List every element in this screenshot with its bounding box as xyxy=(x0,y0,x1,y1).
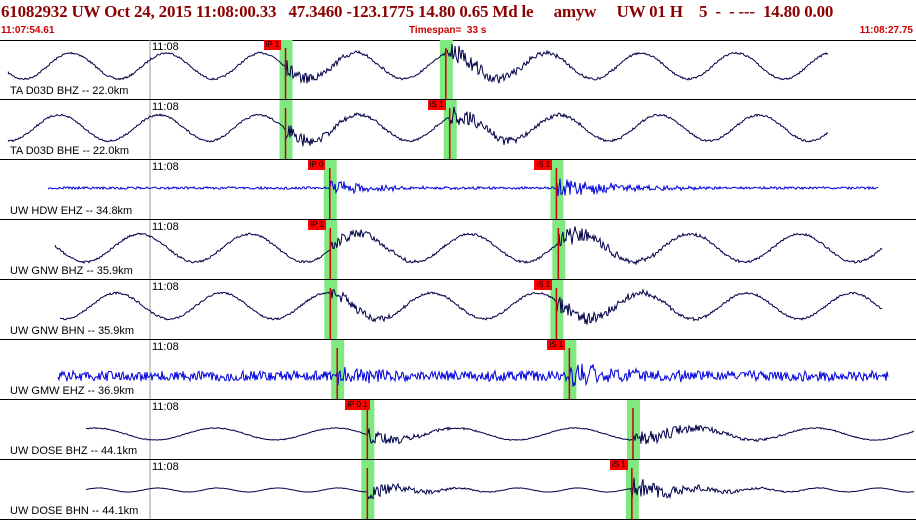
channel-label: UW GNW BHN -- 35.9km xyxy=(10,325,135,337)
seismogram-trace xyxy=(85,424,915,445)
channel-label: TA D03D BHZ -- 22.0km xyxy=(10,85,129,97)
trace-panel[interactable]: 11:08 UW GMW EHZ -- 36.9km iS 1 xyxy=(0,340,916,400)
trace-panel[interactable]: 11:08 UW GNW BHN -- 35.9km iS 1 xyxy=(0,280,916,340)
trace-panel[interactable]: 11:08 TA D03D BHE -- 22.0km iS 1 xyxy=(0,100,916,160)
seismogram-trace xyxy=(7,106,829,147)
minute-tick-label: 11:08 xyxy=(152,101,179,113)
channel-label: UW DOSE BHN -- 44.1km xyxy=(10,505,139,517)
phase-pick-flag[interactable]: iP 0 1 xyxy=(345,400,370,410)
waveform-plot xyxy=(47,160,879,219)
waveform-plot xyxy=(59,280,883,339)
phase-pick-flag[interactable]: iP 0 xyxy=(307,160,326,170)
end-time: 11:08:27.75 xyxy=(859,25,913,36)
channel-label: UW GNW BHZ -- 35.9km xyxy=(10,265,133,277)
trace-panel[interactable]: 11:08 UW DOSE BHZ -- 44.1km iP 0 1 xyxy=(0,400,916,460)
seismogram-trace xyxy=(85,477,915,501)
waveform-plot xyxy=(7,100,829,159)
channel-label: UW DOSE BHZ -- 44.1km xyxy=(10,445,138,457)
phase-pick-flag[interactable]: iS 1 xyxy=(534,280,553,290)
timespan: Timespan= 33 s xyxy=(409,25,487,36)
waveform-plot xyxy=(57,340,889,399)
phase-pick-flag[interactable]: iS 1 xyxy=(609,460,628,470)
event-header: 61082932 UW Oct 24, 2015 11:08:00.33 47.… xyxy=(0,0,916,41)
minute-tick-label: 11:08 xyxy=(152,281,179,293)
phase-pick-flag[interactable]: iP 1 xyxy=(263,40,282,50)
event-summary: 61082932 UW Oct 24, 2015 11:08:00.33 47.… xyxy=(1,2,834,21)
minute-tick-label: 11:08 xyxy=(152,221,179,233)
start-time: 11:07:54.61 xyxy=(1,25,55,36)
waveform-plot xyxy=(85,460,915,519)
trace-panel[interactable]: 11:08 UW HDW EHZ -- 34.8km iP 0 iS 1 xyxy=(0,160,916,220)
trace-panel[interactable]: 11:08 UW DOSE BHN -- 44.1km iS 1 xyxy=(0,460,916,520)
minute-tick-label: 11:08 xyxy=(152,401,179,413)
channel-label: TA D03D BHE -- 22.0km xyxy=(10,145,129,157)
seismogram-trace xyxy=(59,288,883,325)
phase-pick-flag[interactable]: iS 1 xyxy=(427,100,446,110)
phase-pick-flag[interactable]: iP 1 xyxy=(308,220,326,230)
waveform-plot xyxy=(54,220,883,279)
phase-pick-flag[interactable]: iS 1 xyxy=(534,160,553,170)
seismogram-trace xyxy=(7,44,829,84)
trace-panel[interactable]: 11:08 UW GNW BHZ -- 35.9km iP 1 xyxy=(0,220,916,280)
phase-pick-flag[interactable]: iS 1 xyxy=(547,340,566,350)
channel-label: UW HDW EHZ -- 34.8km xyxy=(10,205,133,217)
trace-panel[interactable]: 11:08 TA D03D BHZ -- 22.0km iP 1 xyxy=(0,40,916,100)
minute-tick-label: 11:08 xyxy=(152,161,179,173)
seismogram-trace xyxy=(57,363,889,387)
minute-tick-label: 11:08 xyxy=(152,461,179,473)
channel-label: UW GMW EHZ -- 36.9km xyxy=(10,385,135,397)
seismogram-trace xyxy=(54,226,883,266)
minute-tick-label: 11:08 xyxy=(152,341,179,353)
minute-tick-label: 11:08 xyxy=(152,41,179,53)
seismogram-trace xyxy=(47,178,879,197)
trace-panels: 11:08 TA D03D BHZ -- 22.0km iP 1 11:08 TA D0… xyxy=(0,40,916,520)
waveform-plot xyxy=(85,400,915,459)
waveform-plot xyxy=(7,40,829,99)
